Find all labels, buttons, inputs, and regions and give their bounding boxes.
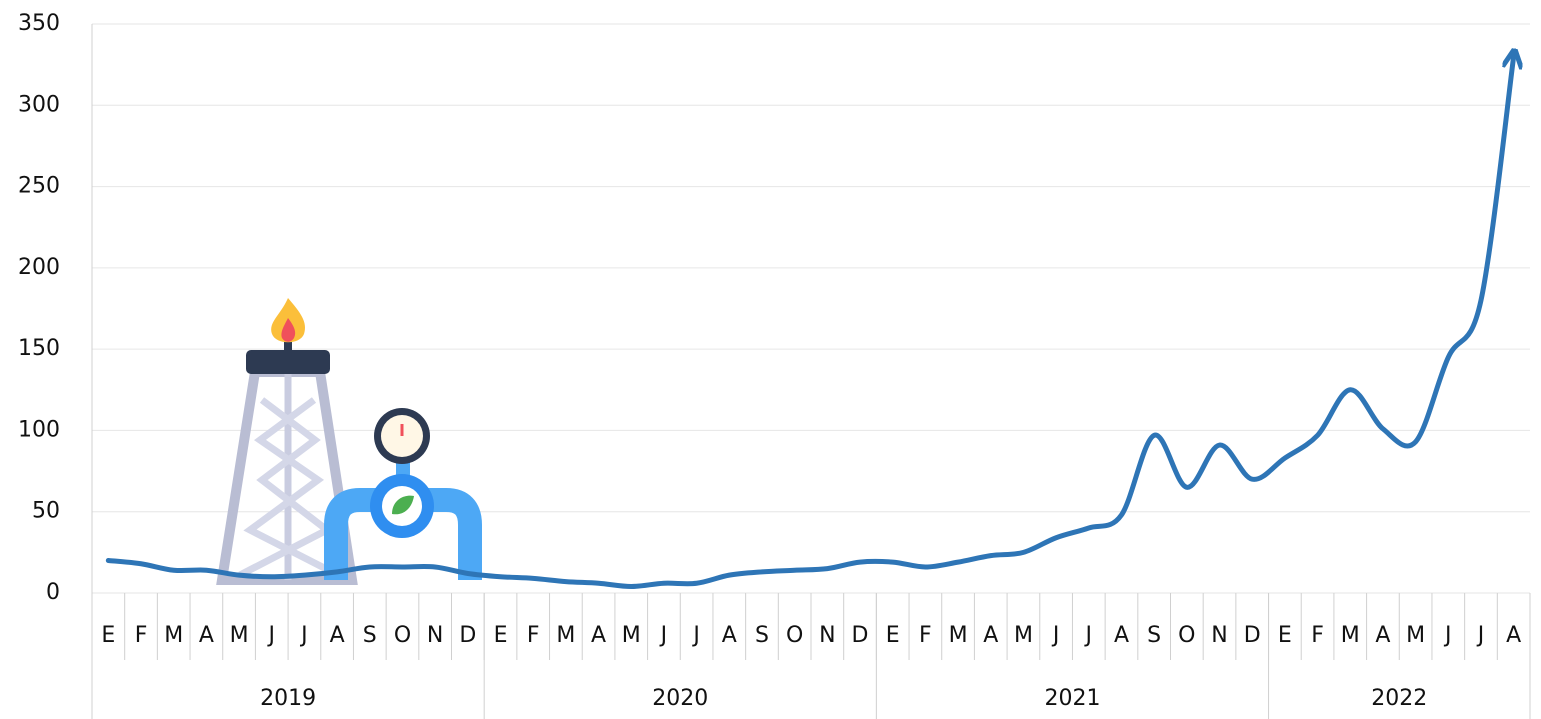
x-tick-label: E (886, 623, 900, 648)
x-tick-label: D (1244, 623, 1261, 648)
x-tick-label: M (230, 623, 249, 648)
y-tick-label: 0 (46, 580, 60, 605)
x-tick-label: M (1406, 623, 1425, 648)
x-tick-label: F (527, 623, 540, 648)
x-tick-label: J (1476, 623, 1485, 648)
x-tick-label: A (199, 623, 214, 648)
x-tick-label: J (691, 623, 700, 648)
chart: 050100150200250300350EFMAMJJASOND2019EFM… (0, 0, 1541, 719)
x-tick-label: E (101, 623, 115, 648)
year-label: 2022 (1371, 686, 1427, 711)
x-tick-label: M (556, 623, 575, 648)
pipe-gauge-icon (336, 408, 470, 580)
x-tick-label: D (852, 623, 869, 648)
y-tick-label: 50 (32, 499, 60, 524)
x-tick-label: O (1178, 623, 1195, 648)
y-tick-label: 250 (18, 174, 60, 199)
grid (92, 24, 1530, 593)
x-tick-label: N (819, 623, 835, 648)
x-tick-label: M (1341, 623, 1360, 648)
x-tick-label: A (983, 623, 998, 648)
x-tick-label: N (427, 623, 443, 648)
y-tick-label: 300 (18, 92, 60, 117)
x-tick-label: S (1147, 623, 1161, 648)
x-tick-label: A (1375, 623, 1390, 648)
x-tick-label: J (1051, 623, 1060, 648)
x-tick-label: A (1114, 623, 1129, 648)
x-tick-label: F (135, 623, 148, 648)
year-label: 2020 (652, 686, 708, 711)
x-tick-label: A (722, 623, 737, 648)
y-tick-label: 150 (18, 336, 60, 361)
x-tick-label: J (1443, 623, 1452, 648)
x-tick-label: S (363, 623, 377, 648)
x-tick-label: F (919, 623, 932, 648)
year-label: 2021 (1044, 686, 1100, 711)
y-tick-label: 200 (18, 255, 60, 280)
x-tick-label: D (459, 623, 476, 648)
x-tick-label: J (1084, 623, 1093, 648)
x-tick-label: O (786, 623, 803, 648)
x-tick-label: E (1278, 623, 1292, 648)
x-tick-label: M (622, 623, 641, 648)
x-tick-label: J (659, 623, 668, 648)
x-tick-label: E (494, 623, 508, 648)
x-tick-label: O (394, 623, 411, 648)
x-tick-label: M (164, 623, 183, 648)
x-tick-label: A (1506, 623, 1521, 648)
y-tick-label: 350 (18, 11, 60, 36)
line-series (108, 57, 1513, 587)
x-tick-label: M (949, 623, 968, 648)
x-tick-label: J (267, 623, 276, 648)
x-tick-label: F (1311, 623, 1324, 648)
x-tick-label: J (299, 623, 308, 648)
x-tick-label: M (1014, 623, 1033, 648)
x-tick-label: S (755, 623, 769, 648)
x-tick-label: N (1211, 623, 1227, 648)
x-tick-label: A (330, 623, 345, 648)
x-tick-label: A (591, 623, 606, 648)
year-label: 2019 (260, 686, 316, 711)
y-tick-label: 100 (18, 417, 60, 442)
